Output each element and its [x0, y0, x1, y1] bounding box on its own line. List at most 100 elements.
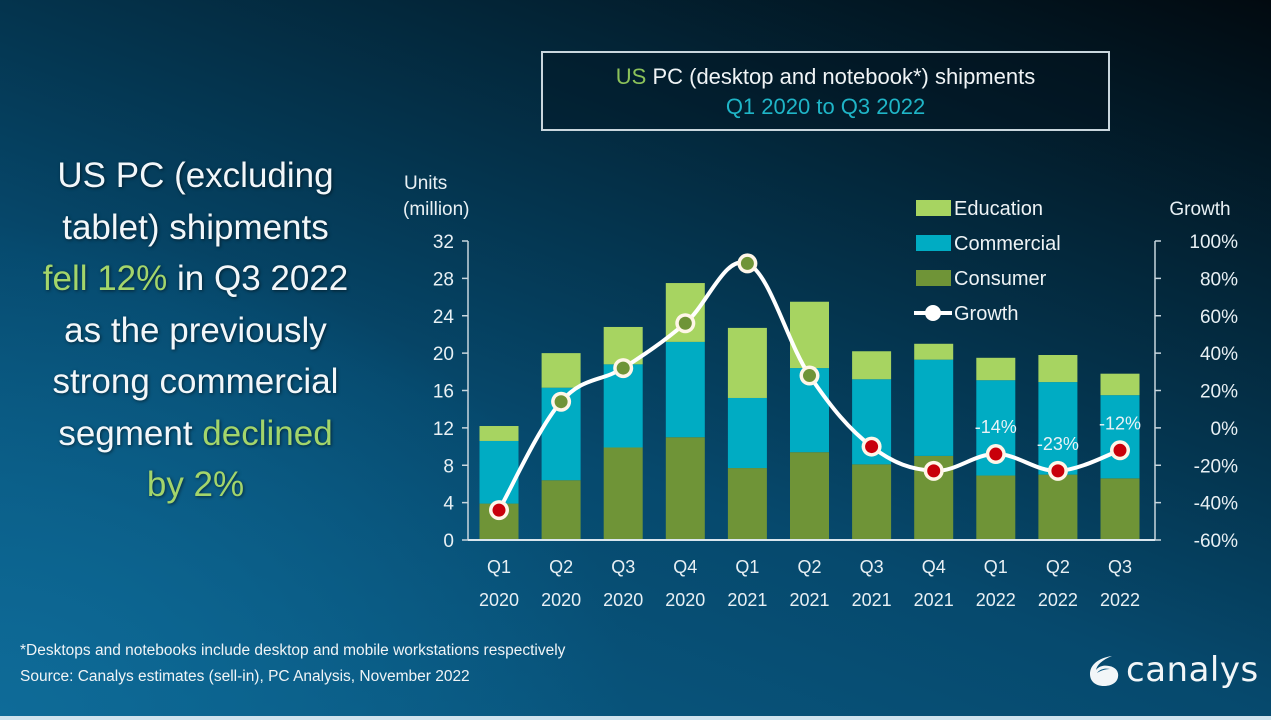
x-tick-label: Q1	[984, 557, 1008, 577]
growth-point	[616, 361, 630, 375]
growth-data-label: -12%	[1099, 413, 1141, 433]
right-tick-label: 60%	[1200, 307, 1238, 328]
legend-label-growth: Growth	[954, 303, 1018, 325]
bar-consumer	[727, 468, 767, 540]
headline-highlight: by 2%	[146, 465, 245, 504]
left-tick-label: 12	[433, 419, 454, 440]
growth-point	[492, 503, 506, 517]
bar-consumer	[976, 475, 1016, 540]
footnote: *Desktops and notebooks include desktop …	[20, 638, 565, 690]
x-tick-label: 2020	[603, 590, 643, 610]
bar-education	[852, 351, 892, 380]
headline-text: in Q3 2022	[167, 259, 349, 298]
headline-line: fell 12% in Q3 2022	[18, 253, 373, 305]
legend: Education Commercial Consumer Growth	[914, 198, 1061, 325]
bar-commercial	[1038, 382, 1078, 475]
canalys-swirl-icon	[1090, 656, 1119, 686]
bar-consumer	[1038, 474, 1078, 540]
bar-consumer	[852, 464, 892, 540]
left-tick-label: 24	[433, 307, 455, 328]
chart-subtitle: Q1 2020 to Q3 2022	[725, 94, 926, 119]
x-tick-label: 2020	[541, 590, 581, 610]
headline-line: US PC (excluding	[57, 156, 334, 195]
headline-line: tablet) shipments	[62, 207, 329, 247]
x-tick-label: 2020	[665, 590, 705, 610]
right-tick-label: -40%	[1194, 494, 1238, 515]
x-tick-label: 2021	[852, 590, 892, 610]
bar-commercial	[603, 364, 643, 448]
x-tick-label: Q3	[1108, 557, 1132, 577]
bottom-border	[0, 716, 1271, 720]
growth-line-group	[489, 253, 1130, 521]
x-tick-label: 2022	[1038, 590, 1078, 610]
canalys-logo: canalys	[1088, 650, 1259, 690]
chart-title: US PC (desktop and notebook*) shipments	[543, 64, 1108, 90]
growth-point	[678, 316, 692, 330]
y2-axis-title: Growth	[1169, 199, 1230, 220]
x-tick-label: 2020	[479, 590, 519, 610]
left-tick-label: 20	[433, 344, 454, 365]
legend-swatch-commercial	[916, 235, 951, 251]
labels-group: -14% -23% -12%	[975, 413, 1141, 454]
growth-data-label: -14%	[975, 417, 1017, 437]
chart-title-us: US	[615, 64, 647, 89]
x-tick-label: Q1	[735, 557, 759, 577]
legend-label-education: Education	[954, 198, 1043, 220]
growth-data-label: -23%	[1037, 434, 1079, 454]
bar-consumer	[603, 447, 643, 540]
x-tick-label: Q3	[860, 557, 884, 577]
bar-education	[1100, 373, 1140, 396]
x-tick-label: Q4	[673, 557, 697, 577]
right-tick-label: -60%	[1194, 531, 1238, 552]
logo-text: canalys	[1126, 650, 1259, 690]
x-tick-label: Q4	[922, 557, 946, 577]
x-tick-label: Q3	[611, 557, 635, 577]
x-tick-label: 2021	[789, 590, 829, 610]
y-axis-title: (million)	[403, 199, 470, 220]
headline-line: strong commercial	[52, 362, 339, 401]
growth-point	[927, 464, 941, 478]
x-tick-label: 2022	[1100, 590, 1140, 610]
bar-consumer	[1100, 478, 1140, 540]
left-tick-label: 4	[443, 494, 454, 515]
growth-point	[554, 395, 568, 409]
bar-consumer	[541, 480, 581, 540]
growth-point	[1051, 464, 1065, 478]
bar-consumer	[665, 437, 705, 540]
legend-swatch-consumer	[916, 270, 951, 286]
bar-education	[914, 343, 954, 360]
headline-line: by 2%	[18, 459, 373, 511]
chart-title-text: PC (desktop and notebook*) shipments	[646, 64, 1036, 89]
bar-commercial	[479, 440, 519, 504]
x-tick-label: 2021	[914, 590, 954, 610]
left-tick-label: 8	[443, 456, 454, 477]
headline: US PC (excluding tablet) shipments fell …	[18, 150, 373, 511]
bar-education	[790, 301, 829, 369]
x-tick-label: Q2	[797, 557, 821, 577]
legend-label-consumer: Consumer	[954, 268, 1047, 290]
legend-swatch-growth-marker	[925, 305, 941, 321]
right-tick-label: 0%	[1211, 419, 1239, 440]
bar-commercial	[1100, 395, 1140, 479]
bar-education	[976, 357, 1016, 381]
axes-group: 0 4 8 12 16 20 24 28 32 -60% -40% -20% 0% 20% 40% 60% 80…	[403, 173, 1238, 610]
growth-point	[803, 369, 816, 383]
headline-text: segment	[58, 413, 203, 453]
legend-swatch-education	[916, 200, 951, 216]
y-axis-title: Units	[404, 173, 447, 194]
bar-commercial	[914, 359, 954, 456]
bar-consumer	[790, 452, 829, 540]
chart-title-box: US PC (desktop and notebook*) shipments …	[541, 51, 1110, 131]
left-tick-label: 0	[443, 531, 454, 552]
bars-group	[479, 283, 1140, 540]
right-tick-label: -20%	[1194, 456, 1238, 477]
footnote-note: *Desktops and notebooks include desktop …	[20, 642, 566, 659]
headline-line: segment declined	[18, 408, 373, 460]
growth-point	[740, 256, 754, 270]
bar-commercial	[727, 397, 767, 469]
headline-line: as the previously	[64, 310, 327, 350]
bar-education	[1038, 354, 1078, 383]
bar-education	[479, 426, 519, 441]
